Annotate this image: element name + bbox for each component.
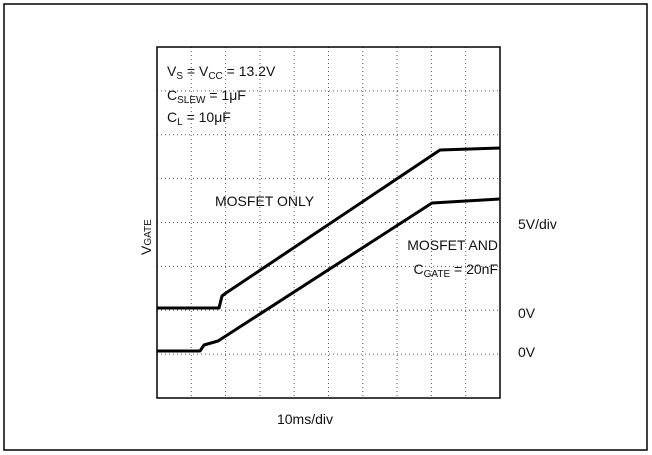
- zero-label: 0V: [518, 344, 536, 360]
- x-scale: 10ms/div: [277, 411, 333, 427]
- trace-mosfet-only: [157, 146, 501, 310]
- plot-border: [156, 46, 501, 399]
- annotation-vs: VS = VCC = 13.2V: [167, 63, 276, 82]
- label-mosfet-and: MOSFET AND: [407, 237, 498, 253]
- y-axis-label: VGATE: [138, 219, 154, 255]
- grid: [157, 47, 500, 398]
- annotation-cl: CL = 10μF: [167, 109, 231, 128]
- zero-label: 0V: [518, 305, 536, 321]
- label-cgate: CGATE = 20nF: [414, 261, 498, 280]
- y-scale: 5V/div: [518, 216, 557, 232]
- label-mosfet-only: MOSFET ONLY: [215, 193, 315, 209]
- annotation-cslew: CSLEW = 1μF: [167, 87, 246, 106]
- trace-mosfet-and-cgate: [157, 197, 501, 353]
